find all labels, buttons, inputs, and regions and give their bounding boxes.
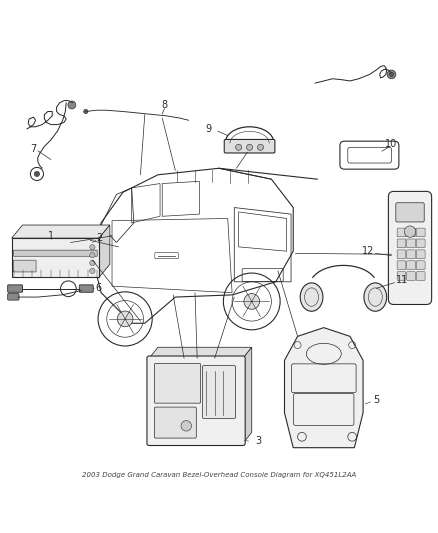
FancyBboxPatch shape [389, 191, 431, 304]
Circle shape [90, 253, 95, 258]
Text: 1: 1 [48, 231, 54, 241]
FancyBboxPatch shape [202, 366, 236, 418]
FancyBboxPatch shape [407, 272, 416, 280]
Polygon shape [285, 328, 363, 448]
FancyBboxPatch shape [12, 238, 99, 277]
FancyBboxPatch shape [417, 228, 425, 237]
FancyBboxPatch shape [224, 140, 275, 153]
FancyBboxPatch shape [417, 272, 425, 280]
FancyBboxPatch shape [13, 250, 97, 256]
Polygon shape [12, 225, 110, 238]
Circle shape [90, 261, 95, 265]
Text: 12: 12 [362, 246, 374, 256]
Circle shape [258, 144, 264, 150]
Ellipse shape [300, 283, 323, 311]
Circle shape [181, 421, 191, 431]
Text: 7: 7 [30, 143, 36, 154]
Polygon shape [99, 225, 110, 277]
Text: 6: 6 [96, 284, 102, 293]
FancyBboxPatch shape [154, 364, 201, 403]
FancyBboxPatch shape [396, 203, 424, 222]
FancyBboxPatch shape [417, 239, 425, 248]
FancyBboxPatch shape [397, 272, 406, 280]
Circle shape [84, 109, 88, 114]
Circle shape [404, 226, 416, 237]
FancyBboxPatch shape [407, 250, 416, 259]
FancyBboxPatch shape [397, 261, 406, 270]
Text: 5: 5 [373, 394, 379, 405]
Text: 8: 8 [161, 100, 167, 110]
FancyBboxPatch shape [407, 261, 416, 270]
Text: 11: 11 [396, 274, 409, 285]
FancyBboxPatch shape [147, 356, 245, 446]
FancyBboxPatch shape [154, 407, 196, 438]
FancyBboxPatch shape [13, 260, 36, 272]
Text: 3: 3 [255, 436, 261, 446]
FancyBboxPatch shape [407, 239, 416, 248]
Text: 2: 2 [96, 233, 102, 243]
FancyBboxPatch shape [8, 294, 19, 300]
FancyBboxPatch shape [407, 228, 416, 237]
FancyBboxPatch shape [79, 285, 93, 292]
Circle shape [247, 144, 253, 150]
Circle shape [389, 72, 394, 77]
FancyBboxPatch shape [8, 285, 22, 292]
Circle shape [68, 101, 76, 109]
FancyBboxPatch shape [397, 228, 406, 237]
FancyBboxPatch shape [397, 239, 406, 248]
Text: 10: 10 [385, 139, 398, 149]
Text: 2003 Dodge Grand Caravan Bezel-Overhead Console Diagram for XQ451L2AA: 2003 Dodge Grand Caravan Bezel-Overhead … [82, 472, 356, 478]
FancyBboxPatch shape [417, 250, 425, 259]
Circle shape [236, 144, 242, 150]
Ellipse shape [364, 283, 387, 311]
Circle shape [90, 268, 95, 273]
FancyBboxPatch shape [417, 261, 425, 270]
Circle shape [244, 294, 260, 309]
Circle shape [117, 311, 133, 327]
Circle shape [90, 245, 95, 250]
Text: 9: 9 [205, 124, 211, 134]
Circle shape [34, 171, 39, 176]
Polygon shape [243, 348, 252, 443]
Circle shape [387, 70, 396, 79]
FancyBboxPatch shape [397, 250, 406, 259]
Polygon shape [149, 348, 252, 358]
